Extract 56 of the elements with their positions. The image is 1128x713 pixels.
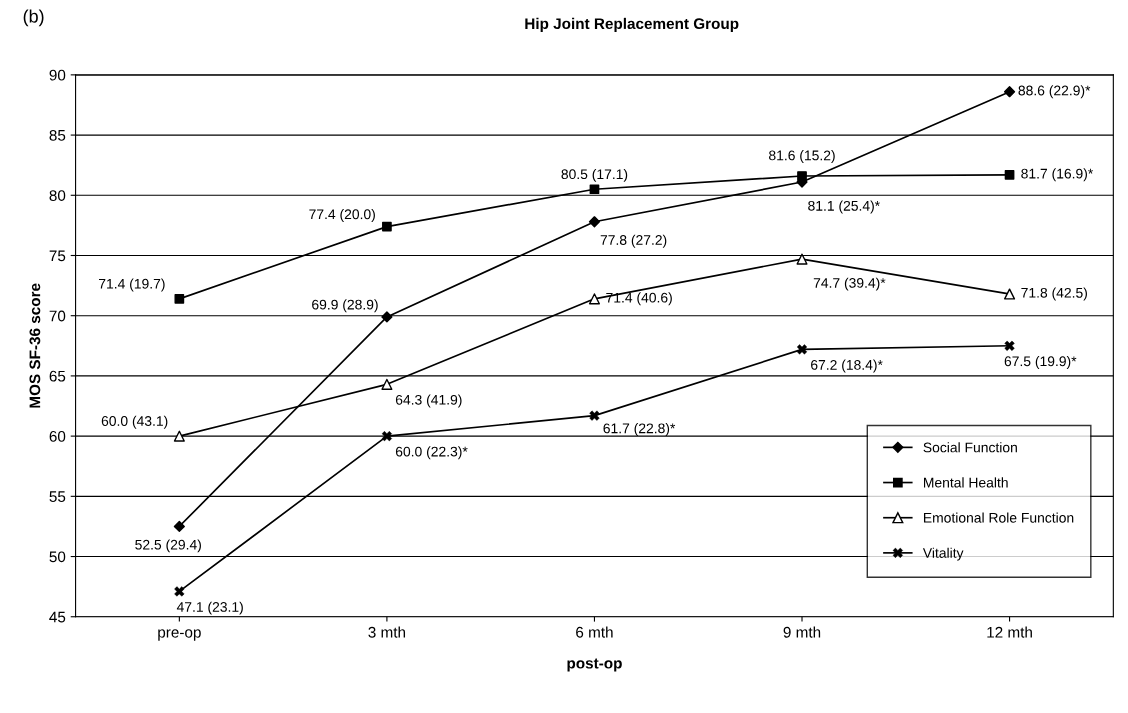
legend-label: Social Function — [923, 442, 1017, 453]
y-tick-label: 70 — [49, 310, 66, 322]
data-label: 60.0 (22.3)* — [395, 446, 468, 460]
data-label: 81.1 (25.4)* — [808, 200, 880, 214]
y-tick-label: 85 — [49, 129, 66, 141]
data-label: 77.8 (27.2) — [600, 234, 667, 248]
data-label: 80.5 (17.1) — [561, 168, 628, 182]
y-tick-label: 90 — [49, 69, 66, 81]
point — [174, 293, 185, 304]
y-axis-title: MOS SF-36 score — [29, 283, 41, 408]
data-label: 74.7 (39.4)* — [813, 277, 886, 291]
y-tick-label: 50 — [49, 551, 66, 563]
point — [588, 293, 601, 305]
x-tick-label: 9 mth — [783, 626, 821, 638]
y-tick-label: 60 — [49, 430, 66, 442]
y-tick-label: 55 — [49, 491, 66, 503]
point — [381, 378, 393, 390]
data-label: 64.3 (41.9) — [395, 394, 462, 408]
data-label: 71.4 (19.7) — [99, 278, 165, 292]
data-label: 52.5 (29.4) — [135, 539, 201, 553]
x-tick-label: 12 mth — [987, 626, 1032, 638]
data-label: 69.9 (28.9) — [312, 299, 378, 313]
point — [796, 253, 808, 265]
x-tick-label: pre-op — [158, 629, 201, 641]
point — [381, 311, 393, 323]
data-label: 71.8 (42.5) — [1021, 287, 1087, 301]
data-label: 77.4 (20.0) — [309, 209, 375, 222]
x-tick-label: 3 mth — [368, 626, 406, 638]
legend-label: Vitality — [922, 547, 964, 561]
point — [1004, 288, 1016, 300]
point — [797, 171, 807, 181]
legend-label: Emotional Role Function — [923, 512, 1074, 523]
data-label: 81.6 (15.2) — [769, 150, 835, 164]
point — [173, 520, 185, 533]
point — [382, 221, 392, 232]
point — [173, 430, 185, 442]
point — [589, 184, 600, 195]
point — [588, 216, 601, 228]
chart-title: Hip Joint Replacement Group — [525, 17, 739, 33]
data-label: 67.5 (19.9)* — [1004, 356, 1077, 369]
x-tick-label: 6 mth — [576, 626, 613, 638]
y-tick-label: 65 — [49, 370, 66, 382]
data-label: 88.6 (22.9)* — [1018, 85, 1091, 99]
data-label: 60.0 (43.1) — [101, 415, 168, 429]
point — [1003, 86, 1016, 98]
point — [1004, 169, 1015, 180]
data-label: 67.2 (18.4)* — [811, 359, 883, 373]
data-label: 61.7 (22.8)* — [603, 423, 676, 436]
x-axis-title: post-op — [567, 658, 622, 672]
text: (b) — [23, 9, 44, 27]
data-label: 81.7 (16.9)* — [1021, 168, 1094, 182]
legend-label: Mental Health — [923, 477, 1008, 488]
data-label: 47.1 (23.1) — [176, 601, 243, 615]
y-tick-label: 75 — [49, 250, 66, 262]
y-tick-label: 80 — [49, 190, 66, 201]
y-tick-label: 45 — [49, 611, 66, 623]
